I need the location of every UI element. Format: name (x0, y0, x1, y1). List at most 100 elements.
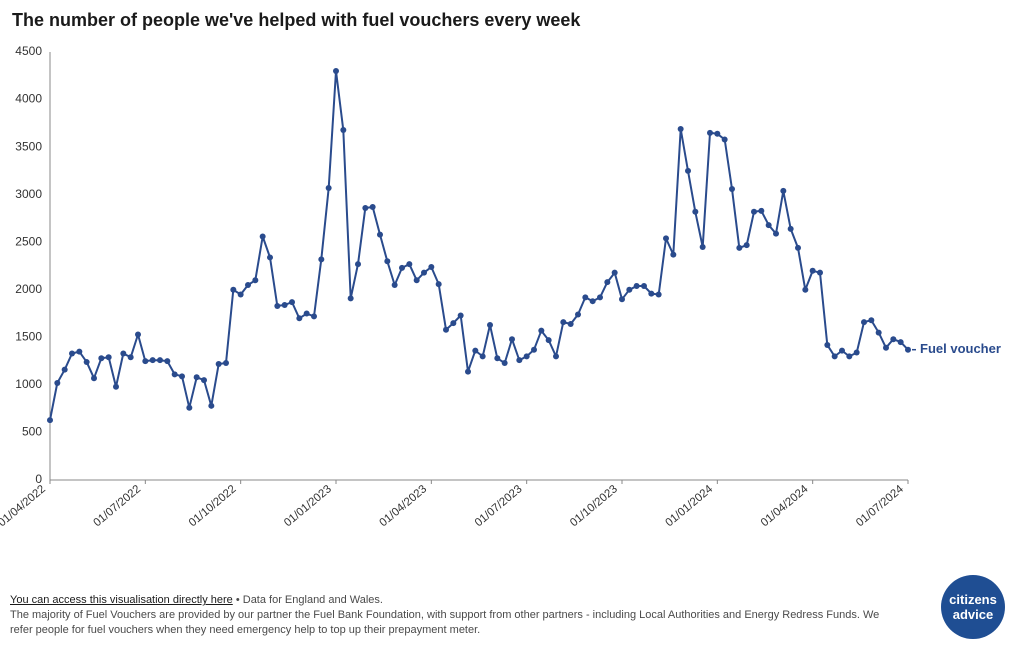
series-marker (164, 358, 170, 364)
series-marker (575, 312, 581, 318)
series-marker (802, 287, 808, 293)
series-marker (773, 231, 779, 237)
series-marker (795, 245, 801, 251)
series-marker (128, 354, 134, 360)
series-marker (98, 355, 104, 361)
series-marker (502, 360, 508, 366)
x-tick-label: 01/10/2023 (568, 483, 620, 529)
series-marker (670, 252, 676, 258)
series-marker (436, 281, 442, 287)
series-marker (553, 353, 559, 359)
series-marker (890, 336, 896, 342)
logo-svg: citizens advice (940, 574, 1006, 640)
series-marker (861, 319, 867, 325)
series-marker (289, 299, 295, 305)
series-marker (304, 311, 310, 317)
series-marker (194, 374, 200, 380)
x-tick-label: 01/01/2024 (663, 483, 715, 530)
series-marker (898, 339, 904, 345)
series-marker (62, 367, 68, 373)
series-marker (282, 302, 288, 308)
series-marker (832, 353, 838, 359)
series-marker (868, 317, 874, 323)
series-label: Fuel voucher (920, 341, 1001, 356)
series-marker (421, 270, 427, 276)
series-marker (208, 403, 214, 409)
series-marker (560, 319, 566, 325)
y-tick-label: 4000 (15, 92, 42, 106)
series-line (50, 71, 908, 420)
series-marker (597, 294, 603, 300)
series-marker (494, 355, 500, 361)
series-marker (846, 353, 852, 359)
line-chart: 05001000150020002500300035004000450001/0… (0, 40, 1020, 540)
series-marker (590, 298, 596, 304)
x-tick-label: 01/07/2022 (91, 483, 143, 529)
series-marker (406, 261, 412, 267)
series-marker (340, 127, 346, 133)
series-marker (186, 405, 192, 411)
series-marker (201, 377, 207, 383)
series-marker (76, 349, 82, 355)
series-marker (69, 351, 75, 357)
series-marker (362, 205, 368, 211)
series-marker (157, 357, 163, 363)
footer-scope: Data for England and Wales. (243, 594, 383, 606)
series-marker (788, 226, 794, 232)
x-tick-label: 01/04/2023 (377, 483, 429, 529)
series-marker (766, 222, 772, 228)
series-marker (817, 270, 823, 276)
series-marker (678, 126, 684, 132)
citizens-advice-logo: citizens advice (940, 574, 1006, 640)
series-marker (648, 291, 654, 297)
chart-title-text: The number of people we've helped with f… (12, 10, 580, 30)
series-marker (172, 371, 178, 377)
series-marker (736, 245, 742, 251)
series-marker (810, 268, 816, 274)
series-marker (722, 137, 728, 143)
series-marker (568, 321, 574, 327)
y-tick-label: 3500 (15, 139, 42, 153)
series-marker (824, 342, 830, 348)
series-marker (612, 270, 618, 276)
series-marker (516, 357, 522, 363)
series-marker (656, 292, 662, 298)
series-marker (333, 68, 339, 74)
series-marker (692, 209, 698, 215)
x-tick-label: 01/07/2024 (854, 483, 906, 530)
series-marker (582, 294, 588, 300)
series-marker (729, 186, 735, 192)
series-marker (546, 337, 552, 343)
series-marker (487, 322, 493, 328)
series-marker (238, 292, 244, 298)
series-marker (905, 347, 911, 353)
series-marker (780, 188, 786, 194)
series-marker (700, 244, 706, 250)
series-marker (626, 287, 632, 293)
series-marker (230, 287, 236, 293)
series-marker (744, 242, 750, 248)
series-marker (399, 265, 405, 271)
series-marker (216, 361, 222, 367)
footer-separator: • (233, 594, 243, 606)
series-marker (179, 373, 185, 379)
series-marker (619, 296, 625, 302)
series-marker (311, 313, 317, 319)
series-marker (392, 282, 398, 288)
y-tick-label: 2000 (15, 282, 42, 296)
series-marker (245, 282, 251, 288)
series-marker (641, 283, 647, 289)
x-tick-label: 01/04/2024 (759, 483, 811, 530)
series-marker (685, 168, 691, 174)
series-marker (326, 185, 332, 191)
series-marker (428, 264, 434, 270)
series-marker (480, 353, 486, 359)
series-marker (384, 258, 390, 264)
series-marker (714, 131, 720, 137)
series-marker (54, 380, 60, 386)
y-tick-label: 1000 (15, 377, 42, 391)
series-marker (443, 327, 449, 333)
series-marker (47, 417, 53, 423)
series-marker (707, 130, 713, 136)
source-link[interactable]: You can access this visualisation direct… (10, 594, 233, 606)
